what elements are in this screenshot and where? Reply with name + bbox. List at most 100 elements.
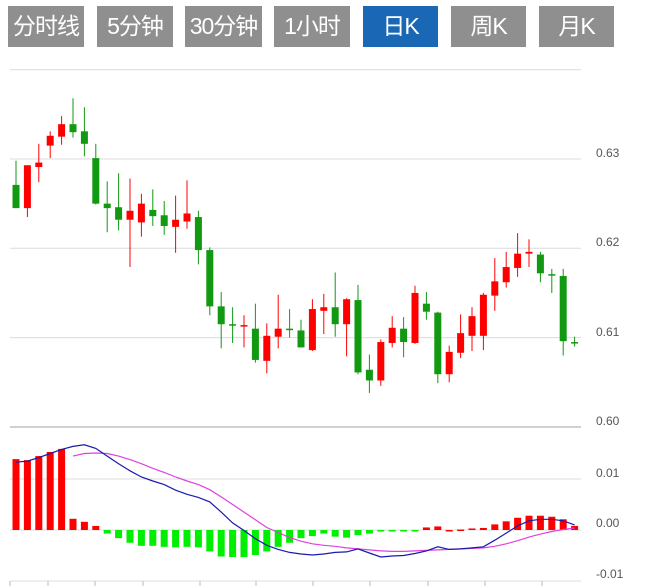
macd-histogram-bar [286,530,294,543]
macd-histogram-bar [217,530,225,557]
candle-body [548,274,556,276]
macd-histogram-bar [388,530,396,532]
candle-body [411,292,419,343]
price-tick-label: 0.62 [596,235,620,249]
candle-body [320,307,328,311]
candle-body [115,207,123,220]
macd-histogram-bar [229,530,237,558]
candle-body [536,254,544,274]
candle-body [80,131,88,144]
macd-histogram-bar [126,530,134,543]
macd-histogram-bar [343,530,351,538]
dif-line [15,444,575,558]
candle-body [377,342,385,381]
macd-histogram-bar [58,448,66,530]
macd-tick-label: 0.00 [596,516,620,530]
candle-body [137,203,145,223]
macd-histogram-bar [365,530,373,534]
macd-histogram-bar [559,519,567,530]
candle-body [365,369,373,381]
candle-body [502,267,510,283]
macd-histogram-bar [69,518,77,530]
candle-body [23,165,31,209]
candle-body [354,300,362,373]
candle-body [69,124,77,133]
tab-monthly-k[interactable]: 月K [539,6,614,47]
macd-histogram-bar [548,516,556,530]
price-tick-label: 0.60 [596,414,620,428]
macd-histogram-bar [92,525,100,530]
dea-line [72,452,575,553]
candle-body [263,335,271,361]
candle-body [468,316,476,336]
macd-histogram-bar [468,528,476,530]
macd-histogram-bar [354,530,362,536]
candle-body [160,215,168,226]
candle-body [308,309,316,351]
macd-histogram-bar [297,530,305,539]
macd-histogram-bar [320,530,328,534]
price-tick-label: 0.63 [596,146,620,160]
tab-daily-k[interactable]: 日K [363,6,438,47]
macd-histogram-bar [525,515,533,530]
macd-histogram-bar [172,530,180,548]
tab-1hour[interactable]: 1小时 [274,6,350,47]
candle-body [92,158,100,204]
candle-body [149,209,157,217]
macd-histogram-bar [137,530,145,546]
candle-body [274,328,282,337]
candle-body [286,328,294,331]
candle-body [46,135,54,146]
candle-body [343,299,351,325]
macd-histogram-bar [491,524,499,530]
tab-weekly-k[interactable]: 周K [451,6,526,47]
candle-body [172,219,180,227]
candle-body [183,213,191,222]
macd-histogram-bar [35,456,43,530]
macd-histogram-bar [240,530,248,558]
macd-histogram-bar [23,460,31,530]
macd-histogram-bar [411,530,419,532]
candle-body [434,312,442,375]
candle-body [388,327,396,343]
tab-minute-line[interactable]: 分时线 [8,6,84,47]
candle-body [331,307,339,325]
tab-5min[interactable]: 5分钟 [97,6,173,47]
candle-body [479,294,487,336]
macd-histogram-bar [502,521,510,530]
candle-body [251,328,259,360]
macd-histogram-bar [149,530,157,546]
macd-histogram-bar [263,530,271,552]
candle-body [206,250,214,307]
macd-histogram-bar [571,525,579,530]
candle-body [126,210,134,220]
macd-histogram-bar [400,530,408,532]
macd-histogram-bar [160,530,168,547]
candle-body [194,217,202,251]
candle-body [229,324,237,326]
candle-body [457,333,465,353]
macd-histogram-bar [422,527,430,530]
macd-tick-label: 0.01 [596,466,620,480]
candle-body [240,325,248,327]
macd-tick-label: -0.01 [596,567,624,581]
macd-histogram-bar [251,530,259,555]
candle-body [217,306,225,325]
price-tick-label: 0.61 [596,325,620,339]
candle-body [525,251,533,254]
macd-histogram-bar [115,530,123,539]
macd-histogram-bar [103,530,111,534]
macd-histogram-bar [12,459,20,530]
candle-body [514,253,522,268]
tab-30min[interactable]: 30分钟 [185,6,262,47]
candle-body [445,351,453,375]
macd-histogram-bar [514,517,522,530]
macd-histogram-bar [183,530,191,547]
candle-body [35,162,43,168]
macd-histogram-bar [46,451,54,530]
macd-histogram-bar [194,530,202,548]
candle-body [103,203,111,209]
macd-histogram-bar [80,521,88,530]
macd-histogram-bar [434,526,442,530]
candle-body [58,124,66,137]
